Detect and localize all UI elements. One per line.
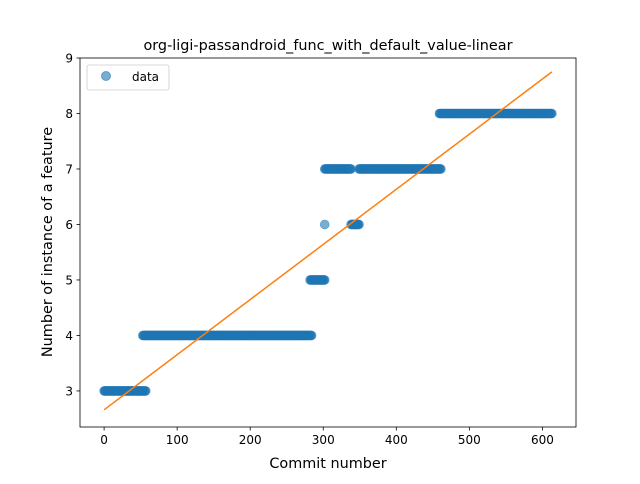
- data-point: [306, 330, 317, 341]
- legend: data: [86, 64, 170, 91]
- x-tick-label: 400: [385, 433, 408, 447]
- fit-line: [103, 71, 553, 411]
- axes-layer: 0 100 200 300 400 500 600 3 4 5 6 7 8 9: [65, 52, 553, 448]
- plot-frame: [79, 57, 577, 428]
- y-tick-label: 8: [65, 107, 73, 121]
- x-tick-label: 500: [458, 433, 481, 447]
- legend-label-data: data: [132, 70, 159, 84]
- x-tick-label: 600: [531, 433, 554, 447]
- legend-marker-data: [101, 71, 111, 81]
- x-tick-label: 200: [239, 433, 262, 447]
- x-axis-label: Commit number: [269, 456, 386, 472]
- y-tick-label: 6: [65, 218, 73, 232]
- y-tick-label: 5: [65, 273, 73, 287]
- y-tick-label: 7: [65, 162, 73, 176]
- data-point: [354, 219, 364, 230]
- data-point: [346, 164, 356, 174]
- data-point: [319, 219, 330, 230]
- data-point: [319, 275, 330, 285]
- x-tick-label: 100: [166, 433, 189, 447]
- data-point: [436, 164, 446, 174]
- chart-title: org-ligi-passandroid_func_with_default_v…: [143, 38, 512, 54]
- data-point: [547, 108, 557, 119]
- y-tick-label: 3: [65, 384, 73, 398]
- x-tick-label: 300: [312, 433, 335, 447]
- y-tick-label: 4: [65, 329, 73, 343]
- y-tick-label: 9: [65, 52, 73, 66]
- plot-data-layer: [99, 71, 557, 411]
- y-axis-label: Number of instance of a feature: [40, 127, 56, 357]
- data-point: [140, 386, 151, 396]
- x-tick-label: 0: [100, 433, 108, 447]
